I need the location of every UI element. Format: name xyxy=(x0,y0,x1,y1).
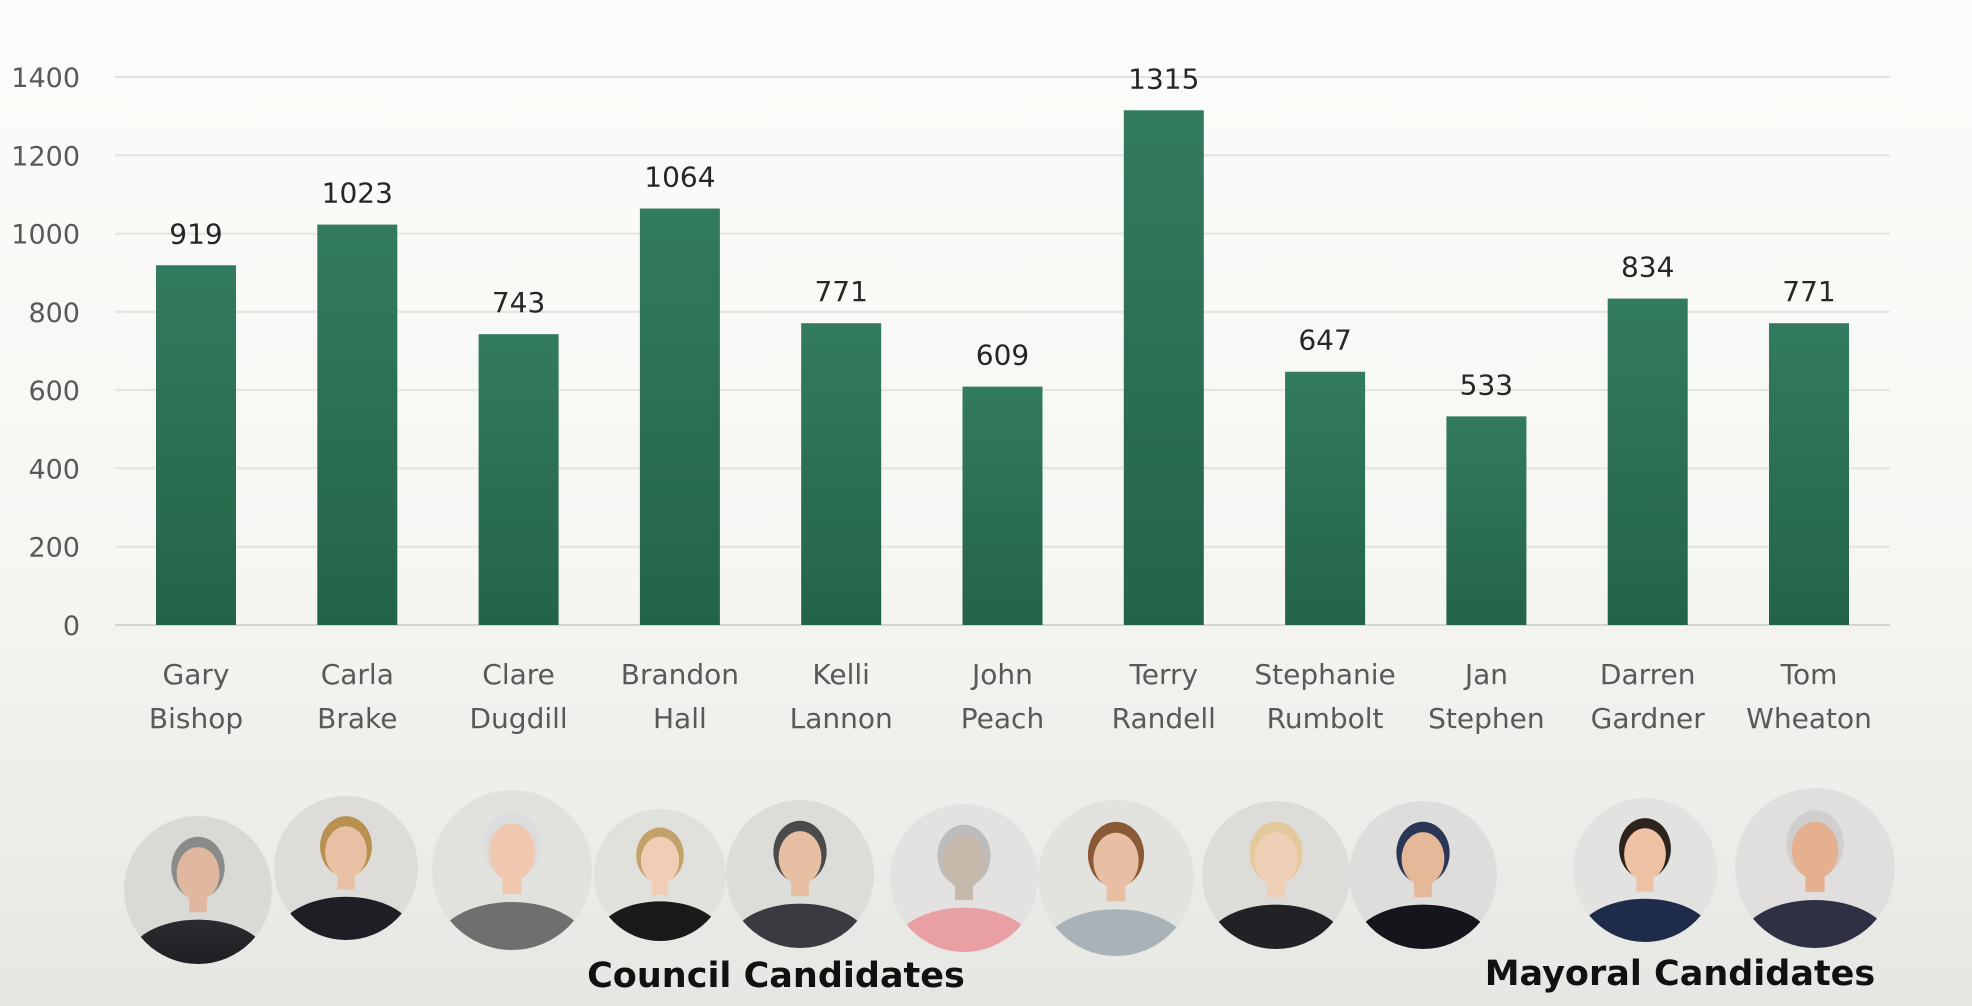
bar xyxy=(1607,298,1688,625)
data-labels: 919 1023 743 1064 771 609 1315 647 533 834 771 xyxy=(169,62,1835,401)
mayoral-candidates-label: Mayoral Candidates xyxy=(1485,954,1876,994)
bar xyxy=(639,208,720,625)
x-tick-label: Hall xyxy=(653,702,707,735)
data-label: 533 xyxy=(1460,368,1513,401)
candidate-photo xyxy=(1038,800,1194,956)
candidate-photo xyxy=(1573,798,1717,942)
y-tick-label: 600 xyxy=(28,376,80,407)
bar xyxy=(478,334,559,625)
y-tick-label: 800 xyxy=(28,298,80,329)
data-label: 1023 xyxy=(322,177,393,210)
data-label: 834 xyxy=(1621,251,1674,284)
bar xyxy=(317,224,398,625)
y-tick-label: 400 xyxy=(28,454,80,485)
x-tick-label: Rumbolt xyxy=(1267,702,1384,735)
bar xyxy=(156,265,236,625)
data-label: 919 xyxy=(169,217,222,250)
x-tick-label: Lannon xyxy=(790,702,893,735)
x-tick-label: Wheaton xyxy=(1746,702,1872,735)
candidate-photos xyxy=(124,788,1895,964)
bar xyxy=(1769,323,1849,625)
x-tick-label: Brake xyxy=(317,702,397,735)
bar xyxy=(962,386,1043,625)
y-tick-label: 1400 xyxy=(11,63,80,94)
candidate-photo xyxy=(432,790,592,950)
x-tick-label: Stephen xyxy=(1428,702,1544,735)
x-axis: Gary Bishop Carla Brake Clare Dugdill Brandon H… xyxy=(149,658,1872,735)
candidate-photo xyxy=(1349,801,1497,949)
y-tick-label: 200 xyxy=(28,533,80,564)
y-tick-label: 1000 xyxy=(11,220,80,251)
candidate-photo xyxy=(124,816,272,964)
data-label: 1064 xyxy=(644,161,715,194)
candidate-photo xyxy=(726,800,874,948)
x-tick-label: Gary xyxy=(163,658,230,691)
x-tick-label: Bishop xyxy=(149,702,243,735)
x-tick-label: Jan xyxy=(1463,658,1508,691)
data-label: 771 xyxy=(1782,275,1835,308)
bars xyxy=(156,110,1849,626)
x-tick-label: Peach xyxy=(961,702,1044,735)
bar xyxy=(801,323,882,625)
council-candidates-label: Council Candidates xyxy=(587,956,965,996)
x-tick-label: Tom xyxy=(1780,658,1838,691)
bar xyxy=(1285,371,1366,625)
y-tick-label: 0 xyxy=(63,611,80,642)
y-tick-label: 1200 xyxy=(11,141,80,172)
data-label: 647 xyxy=(1298,324,1351,357)
candidate-photo xyxy=(1202,801,1350,949)
x-tick-label: Stephanie xyxy=(1254,658,1395,691)
candidate-photo xyxy=(594,809,726,941)
bar xyxy=(1123,110,1204,626)
x-tick-label: Kelli xyxy=(812,658,870,691)
candidate-photo xyxy=(1735,788,1895,948)
candidate-photo xyxy=(274,796,418,940)
bar xyxy=(1446,416,1527,625)
x-tick-label: Carla xyxy=(321,658,394,691)
x-tick-label: Gardner xyxy=(1591,702,1706,735)
x-tick-label: Randell xyxy=(1112,702,1216,735)
x-tick-label: Brandon xyxy=(621,658,739,691)
x-tick-label: Darren xyxy=(1600,658,1696,691)
y-axis: 0 200 400 600 800 1000 1200 1400 xyxy=(11,63,80,642)
x-tick-label: Dugdill xyxy=(469,702,567,735)
data-label: 609 xyxy=(976,339,1029,372)
data-label: 743 xyxy=(492,286,545,319)
x-tick-label: Terry xyxy=(1128,658,1198,691)
data-label: 1315 xyxy=(1128,62,1199,95)
x-tick-label: John xyxy=(970,658,1033,691)
data-label: 771 xyxy=(814,275,867,308)
candidate-photo xyxy=(890,804,1038,952)
x-tick-label: Clare xyxy=(482,658,555,691)
